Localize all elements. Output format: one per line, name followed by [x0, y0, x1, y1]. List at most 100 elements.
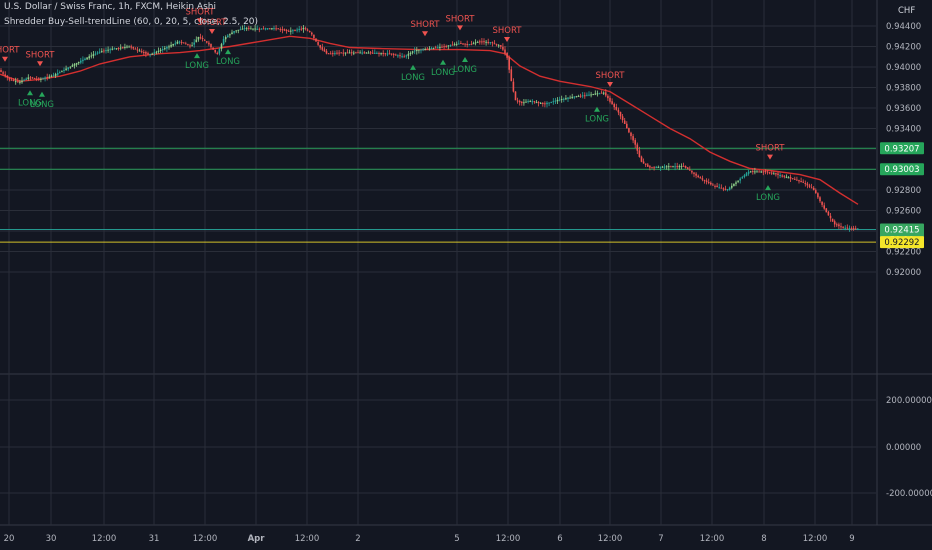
candle-body: [815, 190, 817, 194]
candle-body: [161, 48, 164, 51]
candle-body: [588, 94, 590, 96]
candle-body: [770, 172, 773, 174]
candle-body: [31, 77, 34, 79]
short-arrow: [2, 56, 8, 62]
candle-body: [392, 54, 395, 56]
candle-body: [789, 177, 792, 179]
candle-body: [584, 95, 586, 97]
candle-body: [437, 47, 439, 49]
candle-body: [550, 102, 552, 104]
candle-body: [548, 102, 550, 104]
candle-body: [462, 43, 464, 45]
candle-body: [665, 166, 668, 168]
long-label: LONG: [401, 73, 425, 83]
candle-body: [124, 47, 126, 49]
time-axis[interactable]: 20 30 12:00 31 12:00 Apr 12:00 2 5 12:00 6 12:00 7 12…: [4, 534, 855, 544]
candle-body: [535, 102, 538, 104]
candle-body: [611, 101, 613, 105]
candle-body: [84, 58, 86, 61]
time-tick-label: 7: [658, 534, 663, 544]
candle-body: [285, 29, 288, 31]
candle-body: [153, 52, 156, 54]
candle-body: [495, 44, 498, 46]
candle-body: [678, 166, 681, 168]
candle-body: [724, 188, 727, 190]
candle-body: [199, 37, 202, 39]
candle-body: [271, 28, 273, 30]
candle-body: [413, 50, 416, 52]
candle-body: [647, 164, 649, 167]
long-arrow: [594, 106, 600, 112]
candle-body: [441, 46, 443, 48]
time-tick-label: 30: [46, 534, 57, 544]
candle-body: [632, 136, 634, 141]
time-tick-label: 12:00: [598, 534, 623, 544]
candle-body: [103, 50, 105, 52]
candle-body: [401, 56, 403, 58]
candle-body: [96, 52, 99, 54]
candle-body: [33, 78, 36, 80]
candle-body: [434, 47, 437, 49]
candle-body: [812, 187, 815, 191]
long-arrow: [462, 56, 468, 62]
candle-body: [697, 175, 699, 178]
candle-body: [157, 50, 160, 52]
candle-body: [718, 187, 720, 189]
time-tick-label: 6: [557, 534, 562, 544]
candle-body: [0, 70, 2, 72]
candle-body: [69, 66, 72, 68]
short-arrow: [504, 37, 510, 43]
candle-body: [659, 166, 662, 168]
time-tick-label: 2: [355, 534, 360, 544]
candle-body: [539, 103, 542, 105]
candle-body: [756, 171, 758, 173]
candle-body: [615, 106, 618, 110]
candle-body: [308, 31, 311, 33]
candle-body: [542, 103, 544, 105]
candle-body: [565, 98, 567, 100]
candle-body: [766, 171, 769, 173]
time-tick-label: 12:00: [92, 534, 117, 544]
candle-body: [365, 52, 368, 54]
candle-body: [649, 166, 651, 168]
candle-body: [453, 44, 456, 46]
price-axis[interactable]: 0.94400 0.94200 0.94000 0.93800 0.93600 0.934…: [880, 22, 932, 499]
candle-body: [411, 51, 414, 53]
candle-body: [798, 180, 800, 182]
candle-body: [552, 101, 555, 103]
candle-body: [195, 39, 198, 43]
candle-body: [745, 173, 748, 176]
candle-body: [369, 52, 372, 54]
candle-body: [136, 49, 139, 51]
candle-body: [836, 224, 838, 226]
candle-body: [424, 49, 426, 51]
candle-body: [189, 45, 191, 47]
candle-body: [560, 99, 563, 101]
candle-body: [75, 62, 78, 65]
candle-body: [773, 173, 775, 175]
candle-body: [493, 43, 496, 45]
price-tick-label: 0.93600: [886, 104, 921, 114]
signals: SHORTSHORTLONGLONGSHORTSHORTLONGLONGSHOR…: [0, 7, 785, 203]
candle-body: [48, 76, 51, 78]
candle-body: [174, 43, 177, 45]
chart-title: U.S. Dollar / Swiss Franc, 1h, FXCM, Hei…: [4, 2, 216, 12]
candle-body: [737, 180, 739, 182]
candle-body: [636, 144, 639, 151]
candle-body: [651, 167, 653, 169]
candle-body: [107, 49, 109, 51]
candle-body: [794, 178, 796, 180]
time-tick-label: 12:00: [496, 534, 521, 544]
long-arrow: [765, 185, 771, 191]
candle-body: [80, 60, 82, 63]
long-arrow: [27, 90, 33, 96]
indicator-label[interactable]: Shredder Buy-Sell-trendLine (60, 0, 20, …: [4, 17, 259, 27]
candle-body: [300, 28, 303, 30]
candle-body: [523, 102, 525, 104]
short-label: SHORT: [756, 144, 786, 154]
candle-body: [605, 92, 607, 96]
candle-body: [149, 54, 151, 56]
candle-body: [518, 100, 521, 103]
candle-body: [359, 52, 361, 54]
